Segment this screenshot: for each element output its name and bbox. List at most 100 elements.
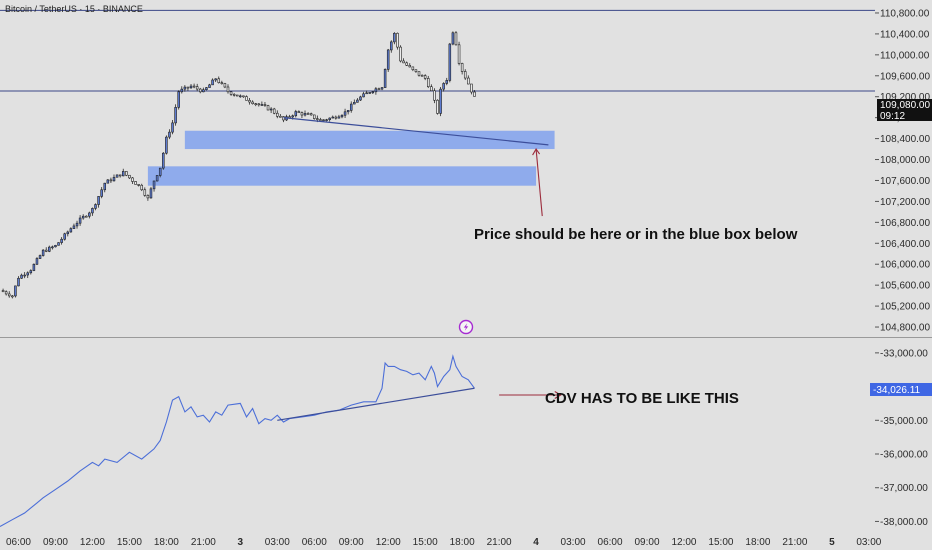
candle[interactable] — [260, 104, 264, 106]
candle[interactable] — [239, 95, 242, 98]
candle[interactable] — [442, 83, 445, 90]
candle[interactable] — [109, 179, 113, 182]
candle[interactable] — [380, 87, 384, 90]
candle[interactable] — [35, 258, 39, 265]
candle[interactable] — [41, 249, 45, 256]
candle[interactable] — [134, 181, 137, 185]
candle[interactable] — [44, 249, 48, 252]
candle[interactable] — [66, 231, 70, 235]
candle[interactable] — [288, 116, 291, 118]
candle[interactable] — [396, 32, 399, 48]
candle[interactable] — [365, 92, 368, 95]
candle[interactable] — [457, 44, 461, 64]
candle[interactable] — [91, 208, 94, 214]
candle[interactable] — [100, 189, 103, 197]
candle[interactable] — [38, 255, 42, 259]
candle[interactable] — [57, 242, 60, 246]
candle[interactable] — [448, 43, 452, 81]
candle[interactable] — [195, 86, 199, 90]
candle[interactable] — [374, 88, 378, 93]
candle[interactable] — [349, 103, 353, 111]
candle[interactable] — [340, 114, 344, 118]
candle[interactable] — [473, 91, 476, 97]
candle[interactable] — [386, 49, 390, 70]
candle[interactable] — [313, 114, 316, 119]
candle[interactable] — [115, 174, 119, 178]
candle[interactable] — [420, 74, 424, 77]
cdv-pane[interactable] — [0, 354, 562, 527]
candle[interactable] — [149, 188, 153, 199]
candle[interactable] — [146, 195, 150, 199]
candle[interactable] — [306, 113, 310, 115]
candle[interactable] — [470, 83, 473, 93]
candle[interactable] — [60, 238, 63, 243]
candle[interactable] — [353, 102, 356, 105]
cdv-trendline[interactable] — [277, 387, 475, 421]
candle[interactable] — [162, 152, 165, 169]
candle[interactable] — [316, 118, 319, 120]
candle[interactable] — [399, 46, 402, 62]
price-arrow[interactable] — [535, 149, 543, 217]
candle[interactable] — [121, 171, 125, 177]
candle[interactable] — [368, 92, 371, 94]
candle[interactable] — [463, 71, 467, 79]
candle[interactable] — [106, 179, 110, 184]
candle[interactable] — [251, 101, 254, 104]
price-trendline[interactable] — [283, 117, 549, 146]
candle[interactable] — [158, 167, 162, 176]
candle[interactable] — [263, 104, 267, 106]
candle[interactable] — [408, 65, 412, 68]
candle[interactable] — [88, 212, 91, 217]
candle[interactable] — [322, 119, 325, 122]
candle[interactable] — [85, 215, 88, 218]
candle[interactable] — [174, 107, 177, 124]
candle[interactable] — [276, 112, 279, 117]
candle[interactable] — [405, 62, 408, 66]
candle[interactable] — [94, 204, 97, 209]
candle[interactable] — [427, 78, 430, 88]
candle[interactable] — [248, 100, 251, 103]
candle[interactable] — [356, 99, 359, 103]
candle[interactable] — [72, 225, 76, 229]
candle[interactable] — [359, 96, 362, 101]
candle[interactable] — [254, 103, 257, 105]
candle[interactable] — [140, 184, 143, 191]
candle[interactable] — [143, 189, 147, 196]
candle[interactable] — [279, 115, 282, 118]
candle[interactable] — [331, 116, 335, 119]
candle[interactable] — [242, 95, 245, 98]
candle[interactable] — [232, 94, 236, 96]
candle[interactable] — [439, 88, 442, 114]
candle[interactable] — [445, 80, 448, 84]
candle[interactable] — [128, 174, 131, 179]
candle[interactable] — [118, 174, 122, 177]
candle[interactable] — [183, 86, 187, 90]
candle[interactable] — [189, 85, 193, 89]
candle[interactable] — [214, 78, 217, 81]
candle[interactable] — [229, 91, 233, 95]
candle[interactable] — [192, 85, 196, 88]
candle[interactable] — [17, 277, 20, 287]
demand-zone-2[interactable] — [147, 166, 537, 186]
candle[interactable] — [337, 116, 341, 119]
cdv-series-line[interactable] — [0, 354, 475, 527]
candle[interactable] — [23, 274, 26, 277]
candle[interactable] — [245, 96, 248, 101]
candle[interactable] — [383, 69, 387, 88]
candle[interactable] — [177, 91, 180, 108]
candle[interactable] — [393, 32, 396, 43]
candle[interactable] — [235, 94, 239, 97]
candle[interactable] — [78, 217, 82, 224]
candle[interactable] — [467, 77, 470, 85]
candle[interactable] — [402, 60, 405, 64]
candle[interactable] — [20, 274, 23, 279]
candle[interactable] — [411, 66, 415, 71]
candle[interactable] — [390, 41, 393, 51]
candle[interactable] — [112, 176, 116, 182]
candle[interactable] — [171, 122, 174, 133]
candle[interactable] — [319, 119, 322, 121]
candle[interactable] — [272, 108, 276, 114]
candle[interactable] — [54, 245, 57, 248]
candle[interactable] — [26, 272, 29, 276]
candle[interactable] — [414, 69, 418, 72]
